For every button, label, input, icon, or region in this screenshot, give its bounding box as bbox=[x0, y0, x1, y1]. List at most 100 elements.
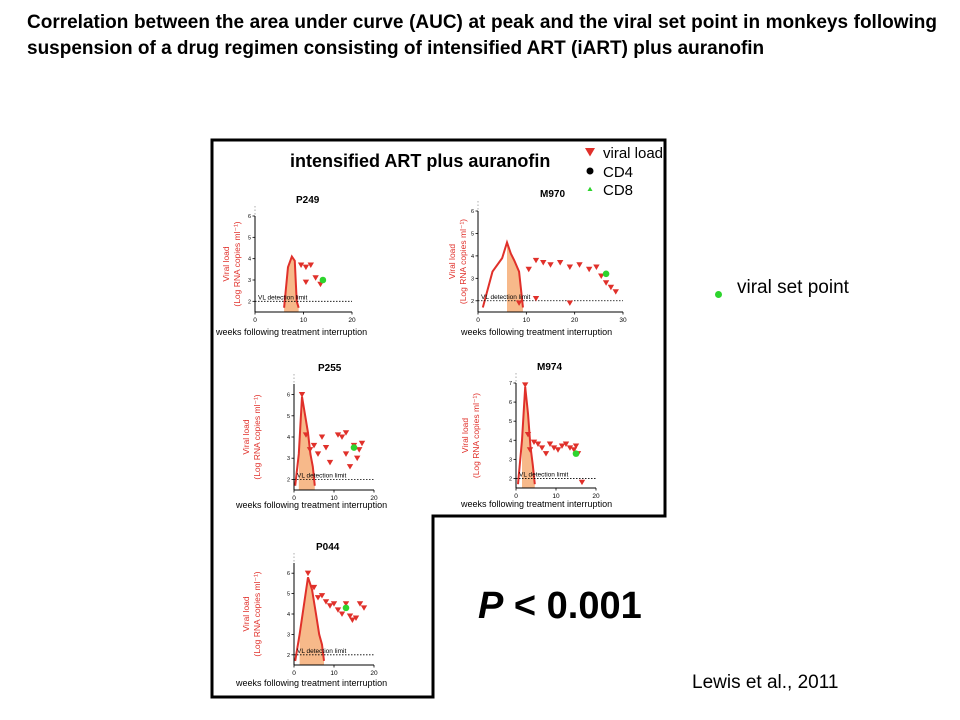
panel-name: P249 bbox=[296, 195, 320, 206]
panel-p249: P249 VL detection limit 2 3 4 5 6 0 10 20 weeks fo… bbox=[215, 195, 367, 337]
viral-load-point bbox=[314, 451, 322, 457]
viral-load-point bbox=[302, 264, 310, 271]
viral-load-point bbox=[554, 447, 562, 453]
viral-load-point bbox=[356, 447, 363, 453]
y-axis-label-units: (Log RNA copies ml⁻¹) bbox=[471, 393, 481, 478]
viral-load-point bbox=[349, 617, 356, 623]
viral-load-point bbox=[593, 264, 600, 270]
viral-load-point bbox=[314, 595, 322, 601]
y-tick-label: 5 bbox=[287, 414, 290, 420]
slide-title: Correlation between the area under curve… bbox=[27, 12, 937, 59]
y-tick-label: 2 bbox=[248, 299, 251, 305]
x-tick-label: 0 bbox=[514, 493, 518, 500]
viral-load-point bbox=[525, 266, 532, 273]
viral-load-point bbox=[310, 584, 318, 591]
detection-limit-label: VL detection limit bbox=[297, 472, 346, 479]
y-tick-label: 4 bbox=[248, 257, 251, 263]
y-tick-label: 4 bbox=[287, 435, 290, 441]
panel-name: P044 bbox=[316, 542, 340, 553]
viral-load-point bbox=[546, 441, 554, 447]
viral-load-point bbox=[322, 445, 330, 451]
auc-area bbox=[507, 242, 523, 312]
viral-load-point bbox=[306, 447, 314, 453]
y-tick-label: 5 bbox=[248, 235, 251, 241]
viral-load-point bbox=[297, 262, 305, 268]
x-tick-label: 30 bbox=[619, 317, 627, 324]
set-point-marker bbox=[602, 270, 610, 278]
detection-limit-label: VL detection limit bbox=[258, 294, 307, 301]
viral-load-curve bbox=[517, 386, 536, 485]
y-axis-label: Viral load bbox=[447, 244, 457, 280]
set-point-marker bbox=[319, 276, 327, 284]
x-tick-label: 10 bbox=[330, 670, 338, 677]
detection-limit-label: VL detection limit bbox=[519, 471, 568, 478]
viral-load-point bbox=[312, 275, 319, 281]
viral-load-point bbox=[298, 392, 306, 398]
legend-marker-viral-load bbox=[585, 148, 595, 157]
panel-name: P255 bbox=[318, 363, 342, 374]
viral-load-point bbox=[346, 613, 354, 619]
citation: Lewis et al., 2011 bbox=[692, 672, 839, 693]
viral-load-point bbox=[532, 257, 540, 264]
viral-load-point bbox=[562, 441, 570, 447]
viral-load-point bbox=[356, 601, 364, 607]
y-tick-label: 2 bbox=[509, 476, 512, 482]
viral-load-point bbox=[532, 295, 540, 302]
x-tick-label: 20 bbox=[370, 670, 378, 677]
p-value: P < 0.001 bbox=[478, 585, 642, 628]
viral-load-point bbox=[585, 266, 593, 273]
p-value-letter: P bbox=[478, 585, 504, 627]
x-axis-label: weeks following treatment interruption bbox=[235, 500, 387, 510]
y-tick-label: 6 bbox=[248, 214, 251, 220]
y-tick-label: 2 bbox=[287, 653, 290, 659]
y-tick-label: 7 bbox=[509, 381, 512, 387]
detection-limit-label: VL detection limit bbox=[297, 648, 346, 655]
viral-load-point bbox=[326, 459, 334, 466]
viral-load-point bbox=[342, 430, 350, 436]
viral-load-point bbox=[534, 441, 542, 447]
viral-load-point bbox=[342, 451, 350, 457]
y-tick-label: 5 bbox=[509, 419, 512, 425]
viral-load-point bbox=[524, 431, 532, 438]
viral-load-curve bbox=[283, 254, 300, 309]
x-axis-label: weeks following treatment interruption bbox=[460, 327, 612, 337]
y-tick-label: 4 bbox=[287, 612, 290, 618]
viral-load-point bbox=[360, 605, 368, 611]
y-tick-label: 5 bbox=[287, 592, 290, 598]
viral-load-point bbox=[338, 611, 346, 617]
viral-load-point bbox=[566, 264, 574, 270]
set-point-marker bbox=[342, 604, 350, 612]
viral-load-point bbox=[578, 479, 586, 486]
viral-load-point bbox=[576, 262, 583, 268]
y-axis-label: Viral load bbox=[241, 596, 251, 632]
viral-load-point bbox=[354, 455, 361, 462]
y-axis-label-units: (Log RNA copies ml⁻¹) bbox=[458, 219, 468, 304]
viral-load-point bbox=[334, 607, 342, 613]
x-axis-label: weeks following treatment interruption bbox=[215, 327, 367, 337]
y-tick-label: 6 bbox=[287, 393, 290, 399]
x-axis-label: weeks following treatment interruption bbox=[460, 499, 612, 509]
x-tick-label: 10 bbox=[300, 317, 308, 324]
y-axis-label-units: (Log RNA copies ml⁻¹) bbox=[232, 221, 242, 306]
x-tick-label: 0 bbox=[476, 317, 480, 324]
detection-limit-label: VL detection limit bbox=[481, 294, 530, 301]
viral-load-point bbox=[352, 615, 360, 621]
viral-load-curve bbox=[294, 396, 316, 486]
set-point-marker bbox=[350, 444, 358, 451]
y-axis-label: Viral load bbox=[241, 419, 251, 455]
viral-load-point bbox=[572, 443, 580, 449]
y-tick-label: 3 bbox=[509, 457, 512, 463]
viral-load-point bbox=[556, 260, 564, 266]
y-tick-label: 5 bbox=[471, 231, 474, 237]
y-axis-label: Viral load bbox=[221, 246, 231, 282]
legend-label: viral load bbox=[603, 145, 663, 162]
y-tick-label: 3 bbox=[248, 278, 251, 284]
panel-m970: M970 VL detection limit 2 3 4 5 6 0 10 20 30 weeks … bbox=[447, 189, 627, 337]
viral-load-point bbox=[602, 280, 610, 286]
figure-title: intensified ART plus auranofin bbox=[290, 151, 550, 171]
y-tick-label: 2 bbox=[287, 477, 290, 483]
